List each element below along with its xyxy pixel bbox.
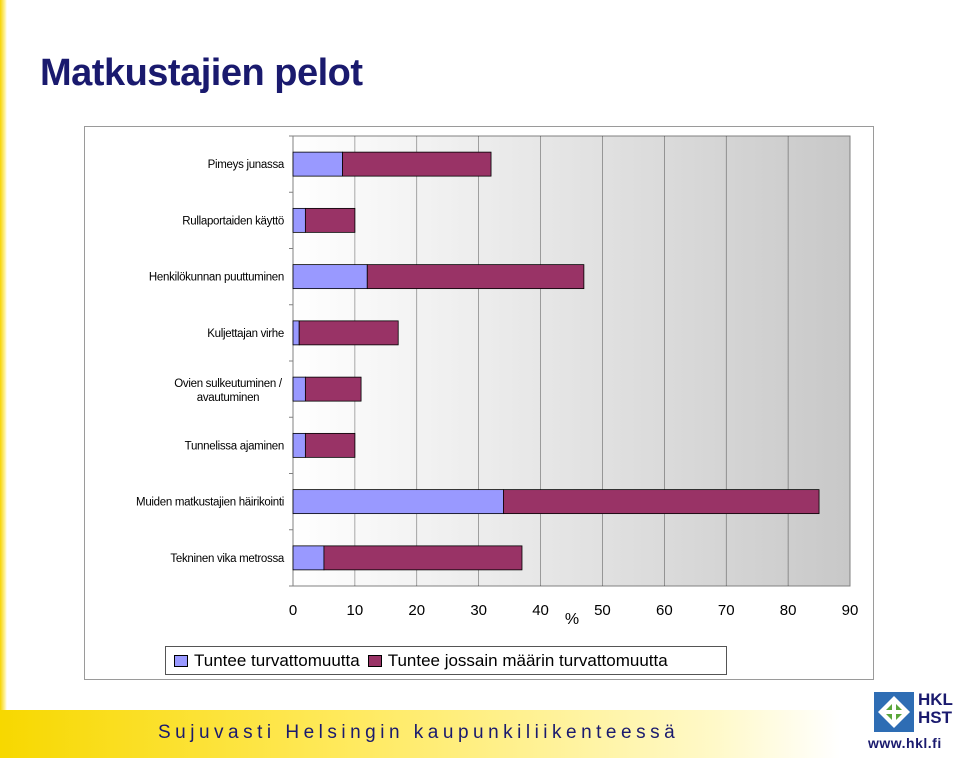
hkl-logo-icon <box>874 692 914 732</box>
bar-series-1 <box>292 207 306 233</box>
x-tick-label: 90 <box>842 602 859 619</box>
category-label: Tunnelissa ajaminen <box>185 440 284 452</box>
x-tick-label: 80 <box>780 602 797 619</box>
category-label: Pimeys junassa <box>208 159 285 171</box>
logo-text-hst: HST <box>918 708 952 727</box>
x-tick-label: 20 <box>408 602 425 619</box>
x-tick-label: 30 <box>470 602 487 619</box>
bar-series-2 <box>342 151 492 177</box>
bar-series-1 <box>292 489 504 515</box>
legend-label-series-1: Tuntee turvattomuutta <box>194 650 360 670</box>
accent-stripe <box>0 0 7 715</box>
bar-series-2 <box>323 545 523 571</box>
bar-series-1 <box>292 432 306 458</box>
bar-series-1 <box>292 320 300 346</box>
category-label: Tekninen vika metrossa <box>170 553 284 565</box>
bar-series-2 <box>503 489 820 515</box>
plot-area <box>292 135 851 587</box>
logo-text-hkl: HKL <box>918 690 953 709</box>
x-tick-label: 40 <box>532 602 549 619</box>
footer-band <box>0 710 840 758</box>
legend-swatch-series-2 <box>367 654 382 667</box>
x-tick-label: 60 <box>656 602 673 619</box>
legend-item-series-2: Tuntee jossain määrin turvattomuutta <box>367 650 668 671</box>
legend-swatch-series-1 <box>174 654 188 667</box>
bar-series-1 <box>292 151 343 177</box>
category-label: Rullaportaiden käyttö <box>182 215 284 227</box>
category-label: Henkilökunnan puuttuminen <box>149 272 284 284</box>
logo-url: www.hkl.fi <box>868 735 942 751</box>
x-tick-label: 10 <box>347 602 364 619</box>
legend-item-series-1: Tuntee turvattomuutta <box>174 651 360 671</box>
bar-series-2 <box>304 432 356 458</box>
category-label: Muiden matkustajien häirikointi <box>136 497 284 509</box>
bar-series-2 <box>304 376 362 402</box>
chart-legend: Tuntee turvattomuutta Tuntee jossain mää… <box>165 646 727 675</box>
footer-slogan: Sujuvasti Helsingin kaupunkiliikenteessä <box>158 722 680 743</box>
bar-series-1 <box>292 545 325 571</box>
bar-series-2 <box>304 207 356 233</box>
x-tick-label: 70 <box>718 602 735 619</box>
bar-series-1 <box>292 264 368 290</box>
legend-label-series-2: Tuntee jossain määrin turvattomuutta <box>387 650 668 670</box>
x-tick-label: 50 <box>594 602 611 619</box>
bar-series-2 <box>366 264 585 290</box>
x-tick-label: 0 <box>289 602 297 619</box>
bar-series-1 <box>292 376 306 402</box>
bar-series-2 <box>298 320 399 346</box>
x-axis-label: % <box>565 611 579 628</box>
category-label: Ovien sulkeutuminen / avautuminen <box>174 378 283 404</box>
page-title: Matkustajien pelot <box>40 52 363 94</box>
category-label: Kuljettajan virhe <box>207 328 284 340</box>
